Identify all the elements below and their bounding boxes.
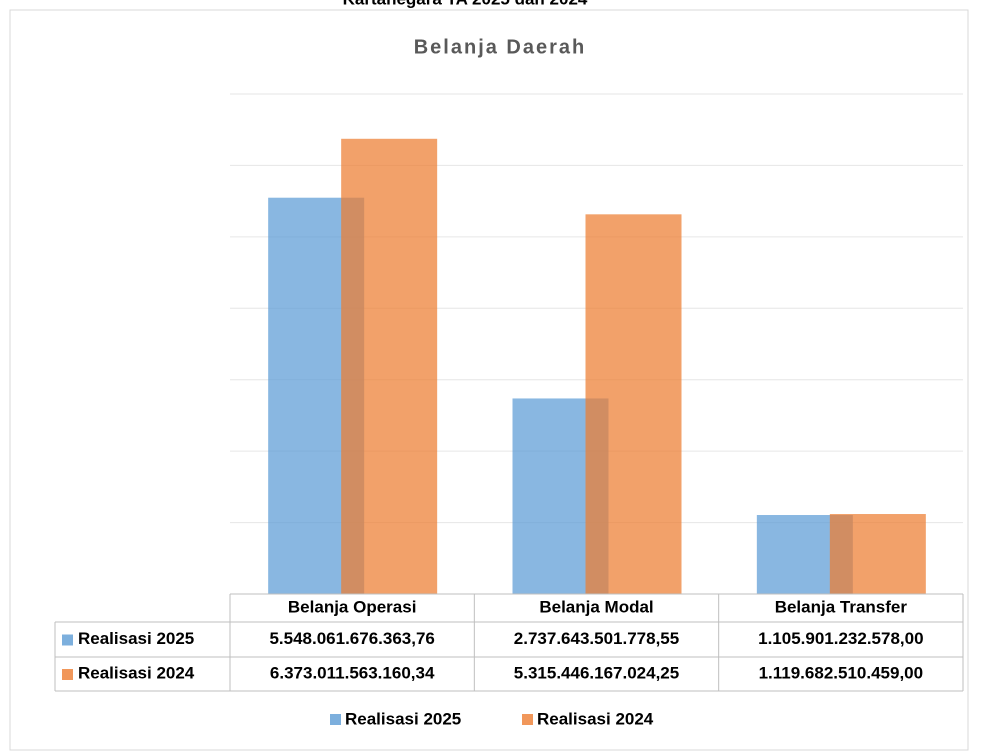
table-value: 1.119.682.510.459,00 xyxy=(759,663,924,682)
bar xyxy=(829,514,926,594)
caption: Kartanegara TA 2025 dan 2024 xyxy=(343,0,588,8)
chart-title: Belanja Daerah xyxy=(414,36,587,58)
legend-label: Realisasi 2025 xyxy=(345,709,461,728)
legend-key xyxy=(330,714,341,725)
legend-label: Realisasi 2024 xyxy=(537,709,654,728)
legend-key xyxy=(62,669,73,680)
table-value: 6.373.011.563.160,34 xyxy=(270,663,435,682)
legend-key xyxy=(522,714,533,725)
row-label: Realisasi 2025 xyxy=(78,629,194,648)
x-tick-label: Belanja Modal xyxy=(539,597,653,616)
x-tick-label: Belanja Operasi xyxy=(288,597,417,616)
row-label: Realisasi 2024 xyxy=(78,663,195,682)
bar xyxy=(341,138,438,594)
legend-key xyxy=(62,634,73,646)
bar xyxy=(585,214,682,595)
table-value: 2.737.643.501.778,55 xyxy=(514,629,679,648)
table-value: 5.548.061.676.363,76 xyxy=(269,629,434,648)
x-tick-label: Belanja Transfer xyxy=(775,597,908,616)
table-value: 1.105.901.232.578,00 xyxy=(758,629,923,648)
table-value: 5.315.446.167.024,25 xyxy=(514,663,679,682)
